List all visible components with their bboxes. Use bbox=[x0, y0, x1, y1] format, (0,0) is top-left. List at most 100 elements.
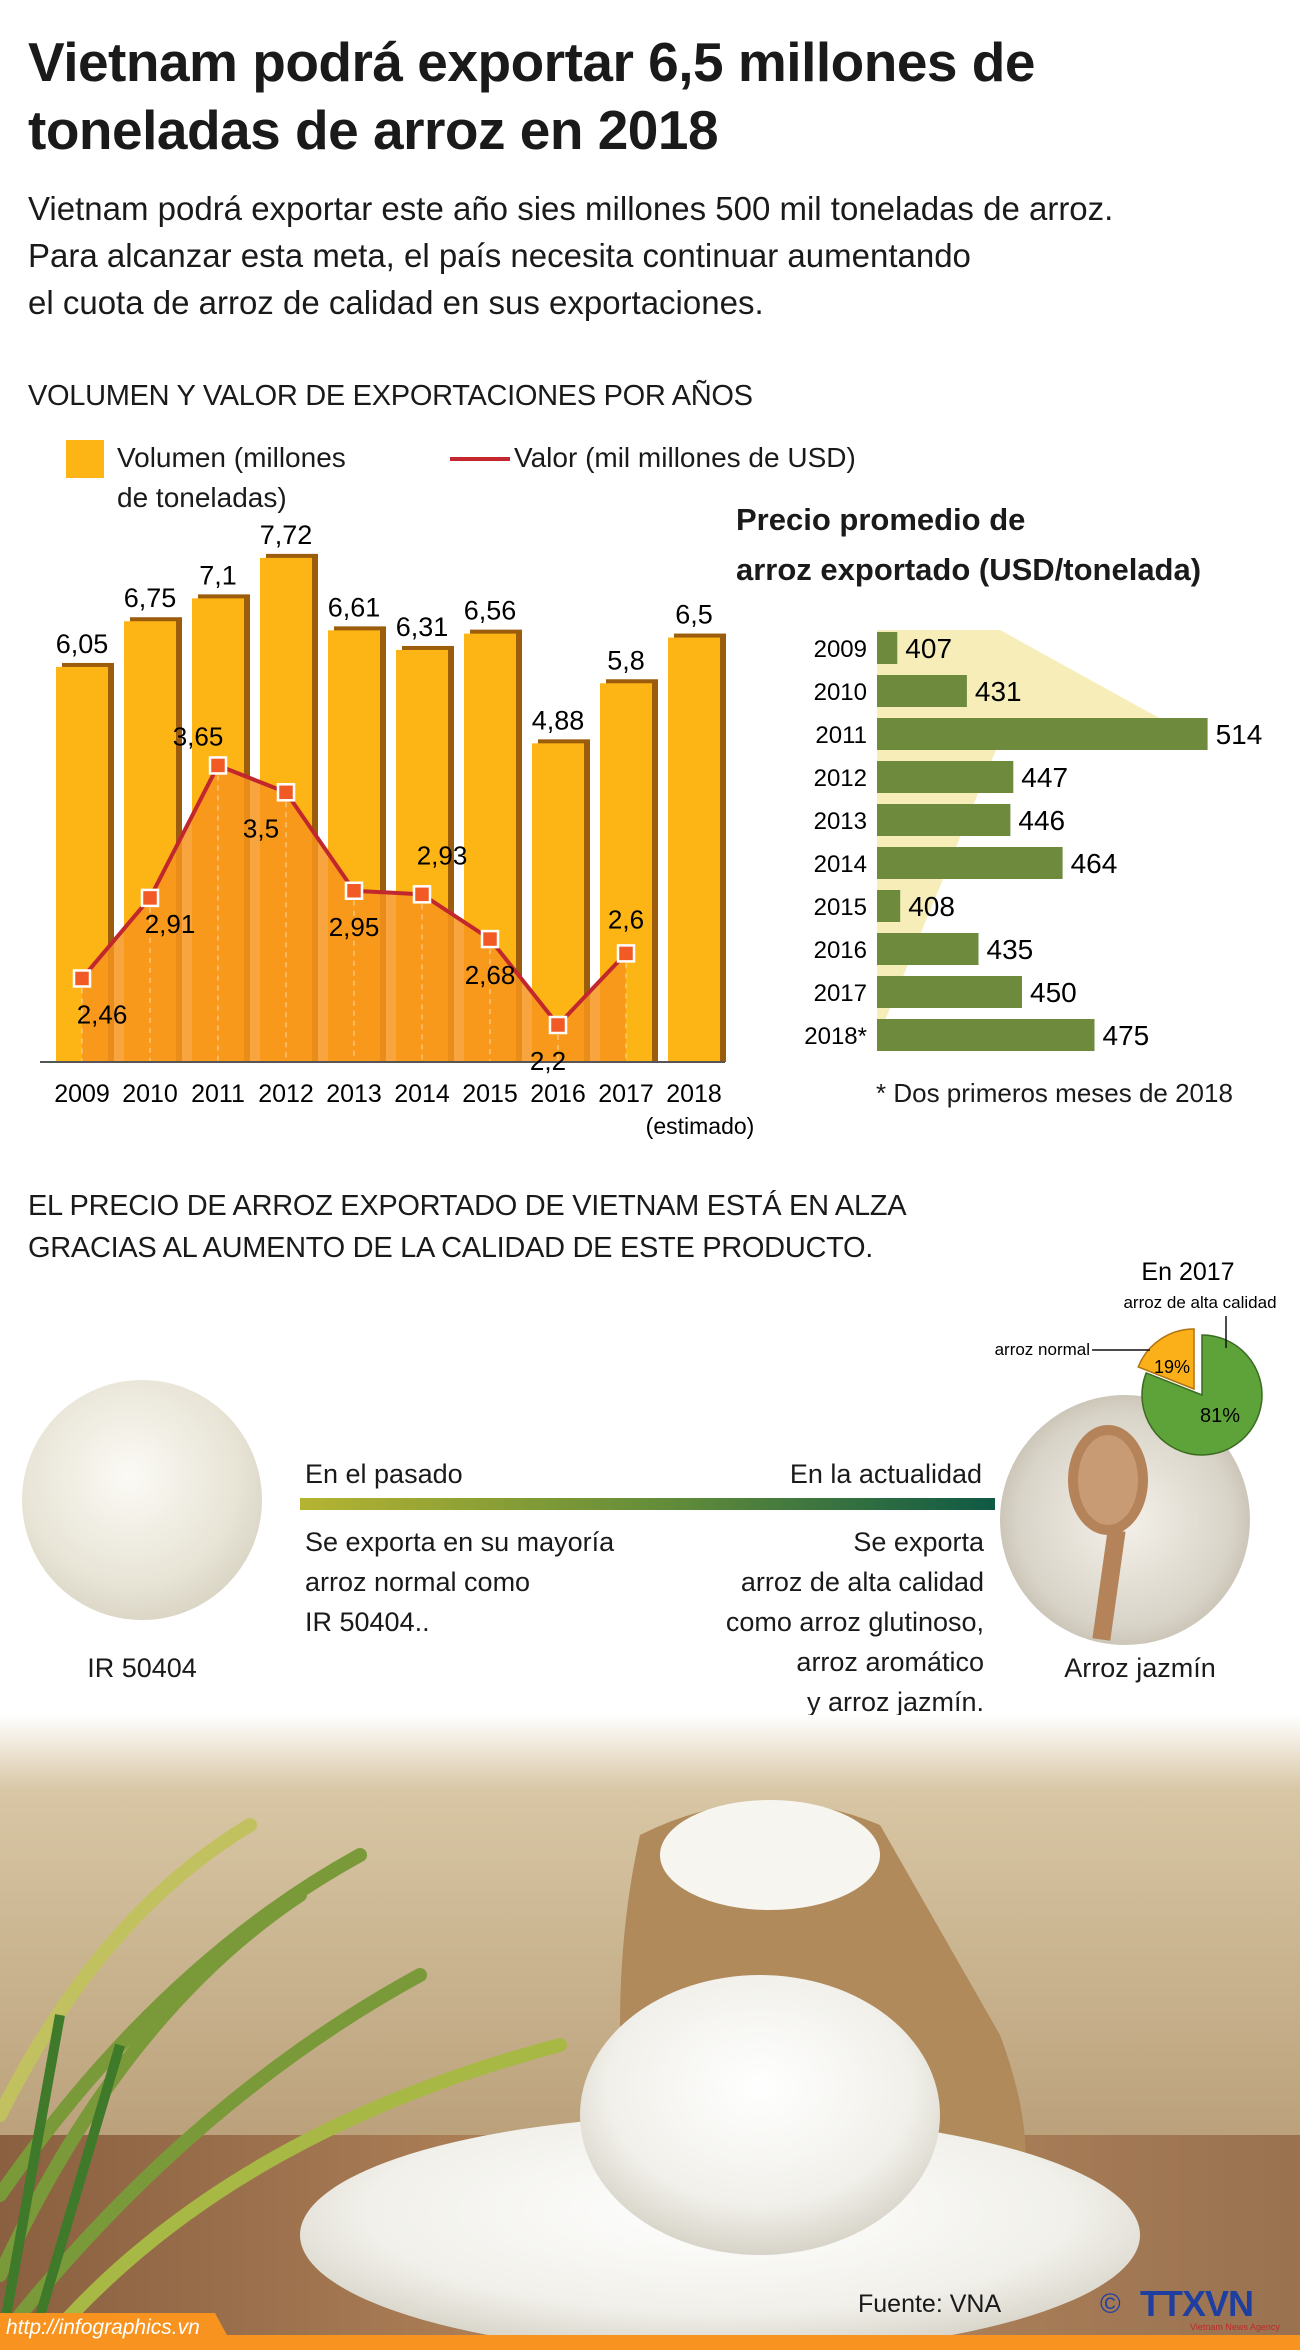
value-marker bbox=[72, 969, 92, 988]
footer-bar bbox=[0, 2335, 1300, 2350]
year-tick: 2015 bbox=[462, 1080, 518, 1108]
year-tick: 2011 bbox=[191, 1080, 245, 1108]
value-label: 2,95 bbox=[329, 912, 380, 942]
volume-label: 7,72 bbox=[260, 520, 313, 550]
intro-line: Para alcanzar esta meta, el país necesit… bbox=[28, 237, 971, 274]
price-year: 2015 bbox=[814, 894, 867, 921]
page-title: Vietnam podrá exportar 6,5 millones de t… bbox=[28, 31, 1036, 161]
value-marker bbox=[412, 885, 432, 904]
copyright-icon: © bbox=[1100, 2288, 1121, 2319]
section-heading: EL PRECIO DE ARROZ EXPORTADO DE VIETNAM … bbox=[28, 1185, 907, 1269]
legend-volume-line: Volumen (millones bbox=[117, 442, 346, 473]
value-label: 2,46 bbox=[77, 999, 128, 1029]
price-value: 408 bbox=[908, 891, 955, 922]
ir50404-caption: IR 50404 bbox=[87, 1653, 197, 1683]
pie-title: En 2017 bbox=[1141, 1258, 1234, 1286]
price-chart-title: Precio promedio de arroz exportado (USD/… bbox=[736, 495, 1201, 595]
price-value: 407 bbox=[905, 633, 952, 664]
value-label: 2,91 bbox=[145, 909, 196, 939]
past-text-line: Se exporta en su mayoría bbox=[305, 1527, 615, 1557]
price-value: 475 bbox=[1103, 1020, 1150, 1051]
wooden-spoon bbox=[1068, 1425, 1148, 1535]
value-label: 2,2 bbox=[530, 1046, 566, 1076]
present-text-line: arroz aromático bbox=[796, 1647, 984, 1677]
price-bar bbox=[877, 976, 1022, 1008]
price-title-line: Precio promedio de bbox=[736, 502, 1026, 537]
value-marker bbox=[480, 929, 500, 949]
value-marker bbox=[208, 756, 228, 775]
price-bar bbox=[877, 847, 1063, 879]
price-bar bbox=[877, 804, 1011, 836]
present-text-line: Se exporta bbox=[853, 1527, 984, 1557]
volume-label: 6,56 bbox=[464, 596, 517, 626]
price-year: 2012 bbox=[814, 765, 867, 792]
value-label: 2,6 bbox=[608, 904, 644, 934]
present-label: En la actualidad bbox=[789, 1459, 982, 1489]
pie-label-19: 19% bbox=[1154, 1357, 1190, 1377]
value-label: 2,93 bbox=[417, 840, 468, 870]
volume-label: 6,61 bbox=[328, 592, 381, 622]
price-bar bbox=[877, 632, 898, 664]
pie-slice-high-quality bbox=[1141, 1334, 1263, 1456]
pie-legend-high-quality: arroz de alta calidad bbox=[1123, 1293, 1276, 1312]
sack-rice-opening bbox=[660, 1800, 880, 1910]
url-tab bbox=[0, 2313, 235, 2350]
intro-line: el cuota de arroz de calidad en sus expo… bbox=[28, 284, 764, 321]
volume-label: 6,5 bbox=[675, 600, 713, 630]
price-year: 2018* bbox=[804, 1023, 867, 1050]
price-value: 464 bbox=[1071, 848, 1118, 879]
year-tick: 2017 bbox=[598, 1080, 654, 1108]
pie-legend-normal: arroz normal bbox=[995, 1340, 1090, 1359]
pie-slice-normal bbox=[1137, 1328, 1195, 1391]
past-text: Se exporta en su mayoría arroz normal co… bbox=[305, 1522, 614, 1642]
timeline-bar bbox=[300, 1498, 995, 1510]
price-value: 431 bbox=[975, 676, 1022, 707]
price-value: 435 bbox=[987, 934, 1034, 965]
value-marker bbox=[140, 888, 160, 908]
price-footnote: * Dos primeros meses de 2018 bbox=[876, 1078, 1233, 1108]
quality-pie-chart: 81% 19% En 2017 arroz de alta calidad arroz … bbox=[995, 1258, 1277, 1456]
volume-label: 5,8 bbox=[607, 645, 645, 675]
legend-volume-line: de toneladas) bbox=[117, 482, 287, 513]
price-value: 446 bbox=[1018, 805, 1065, 836]
volume-label: 4,88 bbox=[532, 705, 585, 735]
price-value: 447 bbox=[1021, 762, 1068, 793]
ir50404-rice-image bbox=[22, 1380, 262, 1620]
value-marker bbox=[276, 783, 296, 802]
price-bar bbox=[877, 675, 967, 707]
price-year: 2017 bbox=[814, 980, 867, 1007]
price-year: 2014 bbox=[814, 851, 867, 878]
price-year: 2013 bbox=[814, 808, 867, 835]
price-bar bbox=[877, 1019, 1095, 1051]
value-marker bbox=[548, 1015, 568, 1035]
rice-photo bbox=[0, 1715, 1300, 2350]
price-value: 514 bbox=[1216, 719, 1263, 750]
rice-stems bbox=[0, 2014, 125, 2350]
url-link[interactable]: http://infographics.vn bbox=[6, 2316, 200, 2339]
year-tick: 2014 bbox=[394, 1080, 450, 1108]
legend-value: Valor (mil millones de USD) bbox=[514, 442, 856, 473]
ttxvn-logo-sub: Vietnam News Agency bbox=[1190, 2322, 1280, 2332]
price-bar bbox=[877, 718, 1208, 750]
rice-stalks bbox=[0, 1818, 567, 2350]
jasmine-caption: Arroz jazmín bbox=[1064, 1653, 1216, 1683]
volume-chart-title: VOLUMEN Y VALOR DE EXPORTACIONES POR AÑO… bbox=[28, 380, 753, 412]
pie-label-81: 81% bbox=[1200, 1405, 1240, 1427]
year-tick: 2009 bbox=[54, 1080, 110, 1108]
value-label: 3,5 bbox=[243, 813, 279, 843]
source-text: Fuente: VNA bbox=[858, 2290, 1002, 2318]
year-note: (estimado) bbox=[646, 1113, 755, 1139]
year-tick: 2013 bbox=[326, 1080, 382, 1108]
intro-text: Vietnam podrá exportar este año sies mil… bbox=[28, 185, 1298, 326]
volume-value-chart: 6,05 2009 6,75 2010 7,1 2011 7,72 2012 6,61 2013 6… bbox=[40, 520, 1263, 1139]
price-year: 2011 bbox=[815, 722, 867, 749]
year-tick: 2016 bbox=[530, 1080, 586, 1108]
past-label: En el pasado bbox=[305, 1459, 463, 1489]
section-heading-line: GRACIAS AL AUMENTO DE LA CALIDAD DE ESTE… bbox=[28, 1232, 874, 1264]
legend-swatch-value bbox=[450, 457, 510, 461]
value-marker bbox=[616, 944, 636, 963]
volume-label: 6,05 bbox=[56, 629, 109, 659]
price-year: 2009 bbox=[814, 636, 867, 663]
rice-pile-top bbox=[580, 1975, 940, 2255]
legend-volume: Volumen (millones de toneladas) bbox=[117, 438, 346, 518]
